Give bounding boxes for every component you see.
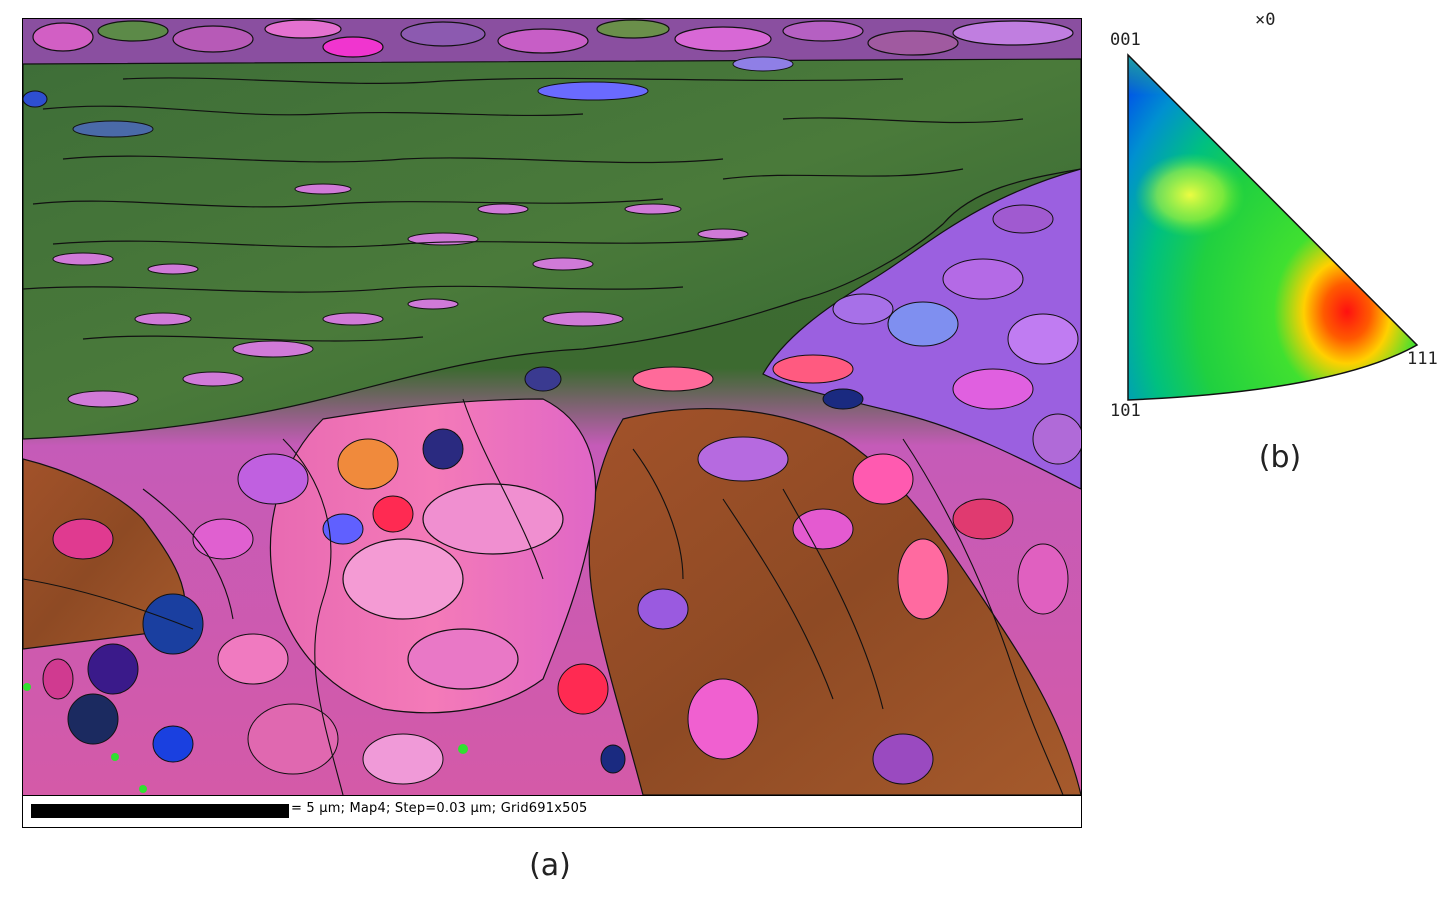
- scale-bar: [31, 804, 289, 818]
- ipf-corner-001: 001: [1110, 30, 1141, 50]
- inverse-pole-figure: [1127, 53, 1419, 401]
- ebsd-orientation-map: [23, 19, 1081, 795]
- ipf-marker-label: ×0: [1255, 10, 1276, 30]
- ebsd-map-frame: = 5 µm; Map4; Step=0.03 µm; Grid691x505: [22, 18, 1082, 828]
- scale-bar-strip: = 5 µm; Map4; Step=0.03 µm; Grid691x505: [23, 795, 1081, 827]
- scale-bar-label: = 5 µm; Map4; Step=0.03 µm; Grid691x505: [291, 801, 588, 816]
- panel-b-label: (b): [1258, 440, 1302, 475]
- panel-a-label: (a): [529, 848, 571, 883]
- ipf-panel: ×0 001 101 111: [1095, 5, 1445, 425]
- ipf-corner-111: 111: [1407, 349, 1438, 369]
- ipf-corner-101: 101: [1110, 401, 1141, 421]
